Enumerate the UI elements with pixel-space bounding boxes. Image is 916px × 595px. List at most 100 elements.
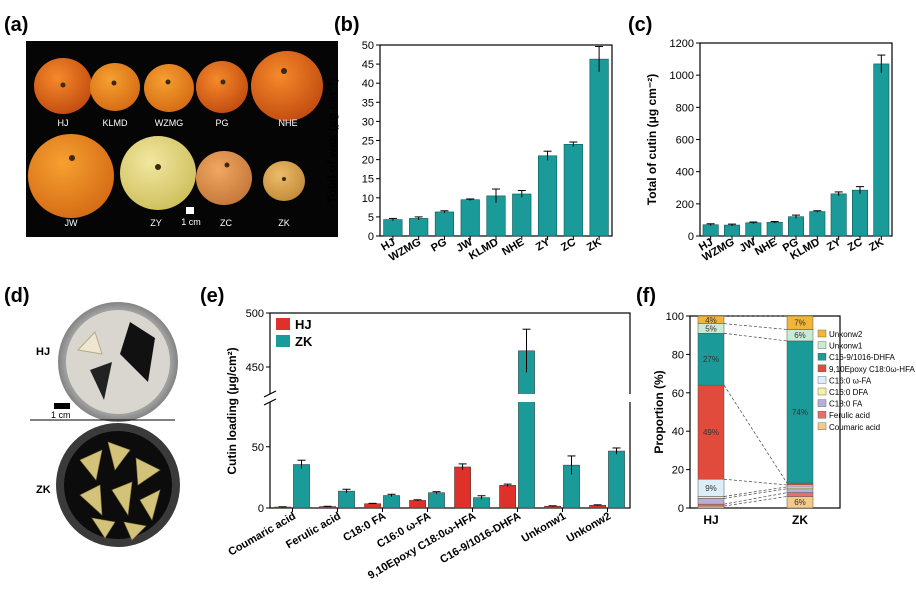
photo-label-klmd: KLMD [102,118,128,128]
connector-line [723,492,788,505]
y-tick-label: 25 [362,136,374,148]
legend-label: C16:0 DFA [829,388,869,397]
stack-segment [786,484,814,488]
legend-label: HJ [295,317,312,332]
y-tick-label: 450 [246,362,264,374]
stack-segment [786,340,814,484]
fruit-photo: HJ KLMD WZMG PG NHE JW ZY ZC ZK 1 cm [26,41,338,237]
fruit-zy [120,136,196,210]
y-axis-title: Total of cutin (μg cm⁻²) [645,74,659,205]
legend-swatch [817,353,827,361]
y-tick-label: 0 [258,503,264,515]
panel-label-f: (f) [636,285,656,307]
panel-label-c: (c) [628,14,653,36]
legend-label: Unkonw2 [829,330,863,339]
segment-label: 5% [705,324,717,333]
y-tick-label: 1000 [670,70,694,82]
panel-label-a: (a) [4,14,29,36]
legend-label: 9,10Epoxy C18:0ω-HFA [829,365,916,374]
y-tick-label: 50 [362,40,374,52]
fruit-zc [196,151,252,205]
dish-photo: HJ ZK 1 cm [30,302,180,547]
dish-scale-bar [54,403,70,409]
fruit-klmd [90,63,140,111]
y-tick-label: 40 [362,78,374,90]
segment-label: 27% [703,355,719,364]
y-tick-label: 15 [362,174,374,186]
bar-break-gap [517,394,536,402]
legend-swatch [817,376,827,384]
stack-segment [786,492,814,497]
y-tick-label: 60 [672,388,684,400]
legend-label: ZK [295,334,313,349]
y-tick-label: 20 [362,155,374,167]
y-tick-label: 10 [362,193,374,205]
stack-segment [697,505,725,509]
dish-label-zk: ZK [36,484,51,496]
photo-label-zk: ZK [278,218,290,228]
legend-label: Coumaric acid [829,423,880,432]
segment-label: 4% [705,316,717,325]
y-axis-title: Cutin loading (μg/cm²) [225,347,239,474]
segment-label: 7% [794,319,806,328]
legend-swatch [276,335,290,347]
photo-scale-label: 1 cm [181,217,201,227]
segment-label: 9% [705,484,717,493]
y-tick-label: 600 [676,135,694,147]
segment-label: 74% [792,408,808,417]
y-tick-label: 40 [672,426,684,438]
connector-line [723,486,788,497]
fruit-pg [196,61,248,113]
stack-segment [697,333,725,386]
legend-label: Unkonw1 [829,342,863,351]
connector-line [723,384,788,484]
stack-segment [697,315,725,324]
stack-segment [786,482,814,486]
dish-scale-label: 1 cm [51,410,71,420]
x-tick-label: HJ [703,513,718,527]
y-tick-label: 0 [688,231,694,243]
photo-label-wzmg: WZMG [155,118,184,128]
axis-break-gap [262,394,638,402]
plot-frame [269,312,631,509]
connector-line [723,488,788,499]
stack-segment [697,498,725,505]
legend-swatch [817,422,827,430]
y-tick-label: 400 [676,167,694,179]
stack-segment [786,315,814,330]
stack-segment [697,503,725,507]
y-tick-label: 100 [666,311,684,323]
legend-swatch [817,364,827,372]
segment-label: 6% [794,331,806,340]
legend-swatch [817,329,827,338]
photo-label-zc: ZC [220,218,232,228]
fruit-nhe [251,51,323,121]
legend-label: Ferulic acid [829,411,870,420]
photo-label-zy: ZY [150,218,162,228]
legend-label: C16:0 ω-FA [829,376,872,385]
legend-label: C16-9/1016-DHFA [829,353,895,362]
y-tick-label: 45 [362,59,374,71]
legend-swatch [817,411,827,419]
legend-swatch [276,318,290,330]
panel-label-d: (d) [4,285,30,307]
x-tick-label: ZK [792,513,808,527]
photo-label-jw: JW [65,218,79,228]
y-tick-label: 20 [672,465,684,477]
segment-label: 6% [794,498,806,507]
segment-label: 49% [703,428,719,437]
dish-label-hj: HJ [36,346,50,358]
scale-bar [186,207,194,214]
connector-line [723,478,788,486]
y-axis-title: Proportion (%) [652,370,666,453]
legend-swatch [817,399,827,407]
y-tick-label: 1200 [670,38,694,50]
y-tick-label: 5 [368,212,374,224]
fruit-wzmg [144,64,194,112]
y-tick-label: 200 [676,199,694,211]
photo-label-nhe: NHE [278,118,297,128]
